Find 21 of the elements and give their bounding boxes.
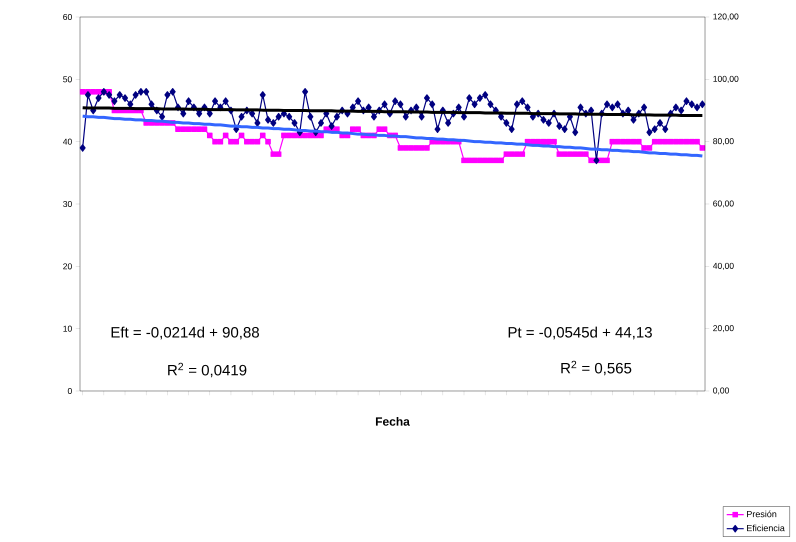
y2-tick-label: 120,00	[713, 13, 738, 21]
y2-tick-label: 40,00	[712, 262, 734, 270]
y2-tick-label: 0,00	[713, 387, 729, 395]
y-tick-label: 20	[63, 263, 72, 270]
y2-tick-label: 100,00	[713, 76, 738, 83]
y-tick-label: 40	[62, 138, 72, 145]
annotation: Pt = -0,0545d + 44,13	[508, 326, 652, 340]
y-tick-label: 60	[63, 14, 72, 20]
annotation: R$^{2}$ = 0,0419	[168, 362, 246, 378]
legend-label: Presión	[747, 510, 776, 518]
annotation: Eft = -0,0214d + 90,88	[112, 326, 259, 340]
y-tick-label: 50	[63, 76, 72, 82]
y2-tick-label: 60,00	[713, 200, 734, 208]
x-axis-title: Fecha	[376, 416, 410, 426]
y-tick-label: 10	[63, 326, 72, 332]
y2-tick-label: 20,00	[713, 325, 734, 332]
legend-label: Eficiencia	[747, 524, 785, 532]
y-tick-label: 0	[68, 388, 72, 394]
y-tick-label: 30	[63, 200, 72, 208]
annotation: R$^{2}$ = 0,565	[561, 360, 632, 376]
y2-tick-label: 80,00	[713, 138, 734, 146]
